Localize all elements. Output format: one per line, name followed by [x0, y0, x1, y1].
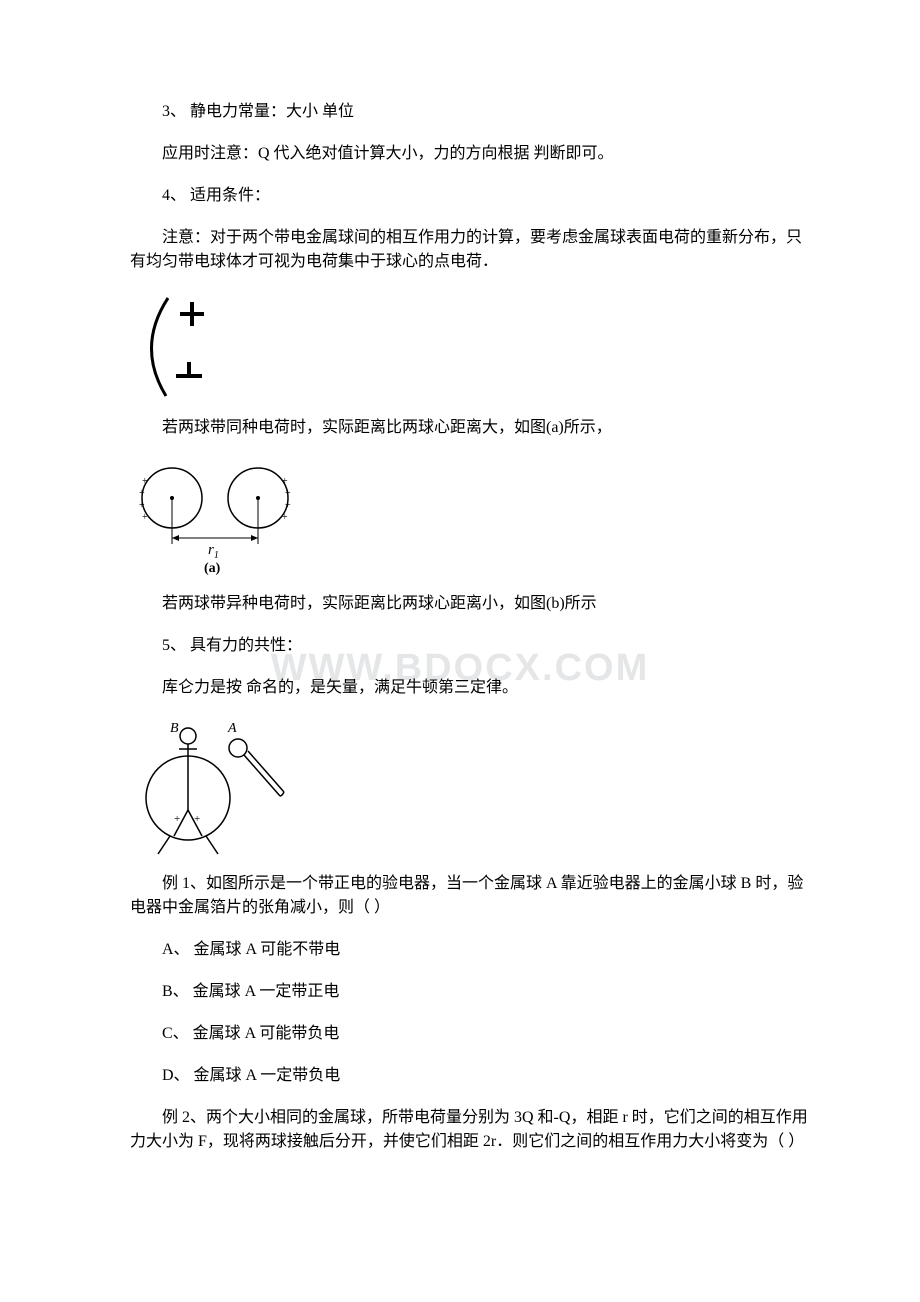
para-4-note: 注意：对于两个带电金属球间的相互作用力的计算，要考虑金属球表面电荷的重新分布，只…	[130, 226, 810, 274]
svg-text:+: +	[142, 512, 148, 523]
para-coulomb-name: 库仑力是按 命名的，是矢量，满足牛顿第三定律。	[130, 676, 810, 700]
fig-e-label-a: A	[227, 721, 237, 736]
fig-a-sub: 1	[214, 550, 219, 561]
figure-a-two-spheres: + + + + + + + + r1 (a)	[130, 458, 810, 578]
option-a: A、 金属球 A 可能不带电	[130, 938, 810, 962]
para-5-heading: 5、 具有力的共性：	[130, 634, 810, 658]
figure-electroscope: + + B A	[130, 718, 810, 858]
svg-text:+: +	[194, 813, 200, 825]
svg-text:+: +	[285, 488, 291, 499]
fig-e-label-b: B	[170, 721, 179, 736]
fig-a-caption: (a)	[204, 561, 221, 576]
option-b: B、 金属球 A 一定带正电	[130, 980, 810, 1004]
svg-text:+: +	[174, 813, 180, 825]
svg-text:r1: r1	[208, 542, 219, 561]
option-c: C、 金属球 A 可能带负电	[130, 1022, 810, 1046]
page-content: 3、 静电力常量：大小 单位 应用时注意：Q 代入绝对值计算大小，力的方向根据 …	[130, 100, 810, 1154]
para-diff-charge: 若两球带异种电荷时，实际距离比两球心距离小，如图(b)所示	[130, 592, 810, 616]
svg-text:+: +	[139, 488, 145, 499]
svg-text:+: +	[282, 476, 288, 487]
svg-text:+: +	[139, 500, 145, 511]
example-1: 例 1、如图所示是一个带正电的验电器，当一个金属球 A 靠近验电器上的金属小球 …	[130, 872, 810, 920]
para-4-heading: 4、 适用条件：	[130, 184, 810, 208]
svg-text:+: +	[285, 500, 291, 511]
para-note-usage: 应用时注意：Q 代入绝对值计算大小，力的方向根据 判断即可。	[130, 142, 810, 166]
para-same-charge: 若两球带同种电荷时，实际距离比两球心距离大，如图(a)所示，	[130, 416, 810, 440]
para-3-heading: 3、 静电力常量：大小 单位	[130, 100, 810, 124]
svg-text:+: +	[142, 476, 148, 487]
example-2: 例 2、两个大小相同的金属球，所带电荷量分别为 3Q 和-Q，相距 r 时，它们…	[130, 1106, 810, 1154]
option-d: D、 金属球 A 一定带负电	[130, 1064, 810, 1088]
figure-partial-arc	[130, 292, 810, 402]
svg-text:+: +	[282, 512, 288, 523]
